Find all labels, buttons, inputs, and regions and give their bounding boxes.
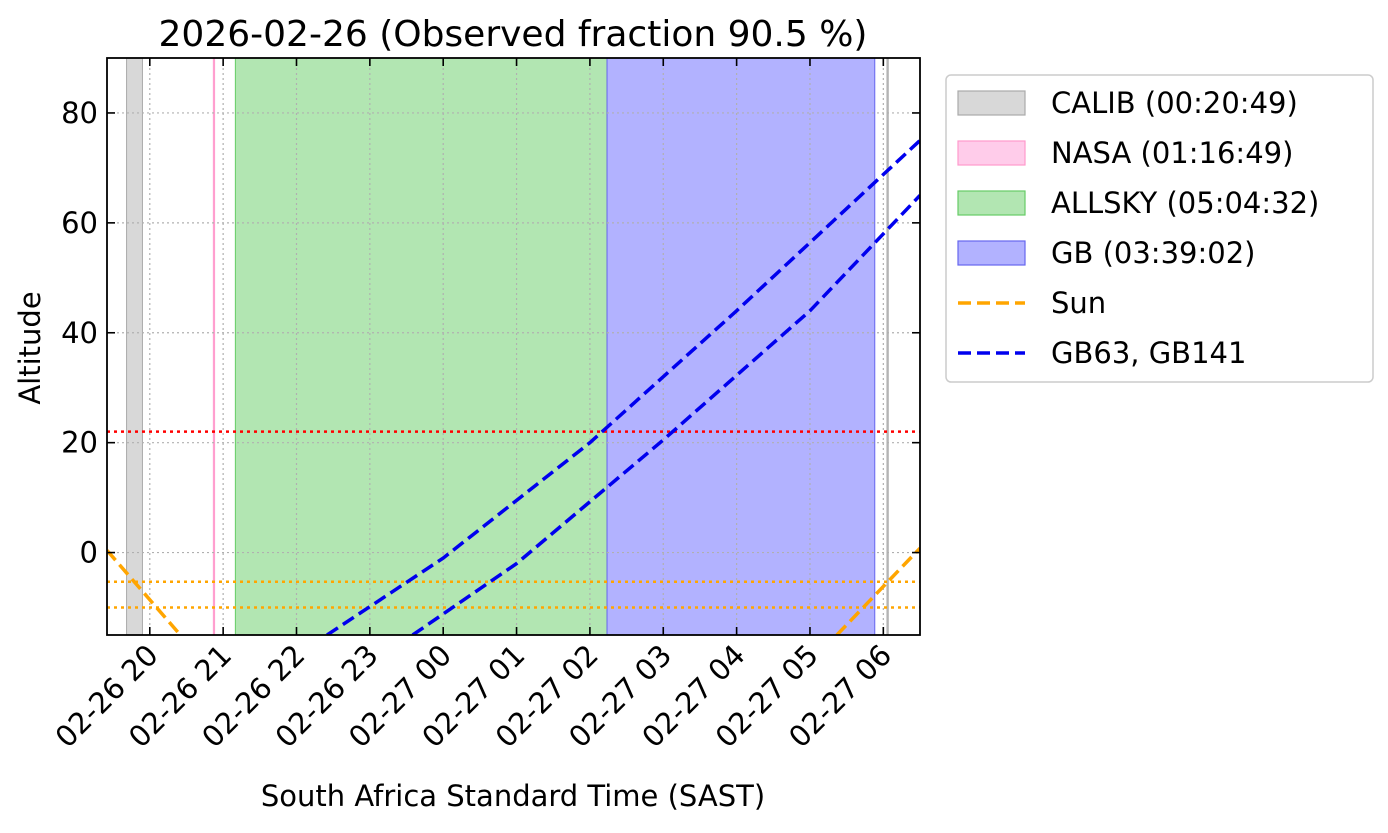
span-2-0	[234, 58, 608, 635]
y-tick-label: 20	[61, 426, 98, 460]
legend-swatch	[957, 190, 1026, 216]
legend-swatch	[957, 90, 1026, 116]
legend-swatch	[957, 140, 1026, 166]
series-line-1-0	[326, 139, 920, 635]
y-tick-label: 80	[61, 96, 98, 130]
y-tick-label: 0	[80, 536, 98, 570]
legend-label: ALLSKY (05:04:32)	[1051, 186, 1319, 220]
legend-box	[945, 74, 1374, 383]
series-line-0-0	[107, 549, 182, 635]
axes-frame	[106, 57, 921, 636]
legend-label: NASA (01:16:49)	[1051, 136, 1293, 170]
span-0-0	[126, 58, 143, 635]
legend-label: CALIB (00:20:49)	[1051, 86, 1298, 120]
x-axis-label: South Africa Standard Time (SAST)	[261, 779, 765, 813]
legend: CALIB (00:20:49) NASA (01:16:49) ALLSKY (0…	[945, 74, 1374, 383]
series-line-1-1	[411, 194, 920, 635]
plot-area	[107, 58, 920, 635]
span-3-0	[606, 58, 876, 635]
chart-title: 2026-02-26 (Observed fraction 90.5 %)	[159, 14, 868, 55]
legend-label: Sun	[1051, 286, 1106, 320]
series-line-0-1	[835, 546, 920, 635]
span-0-1	[886, 58, 889, 635]
legend-swatch	[957, 240, 1026, 266]
legend-label: GB (03:39:02)	[1051, 236, 1255, 270]
legend-label: GB63, GB141	[1051, 336, 1246, 370]
y-tick-label: 60	[61, 206, 98, 240]
span-1-0	[212, 58, 216, 635]
y-tick-label: 40	[61, 316, 98, 350]
y-axis-label: Altitude	[13, 291, 47, 404]
